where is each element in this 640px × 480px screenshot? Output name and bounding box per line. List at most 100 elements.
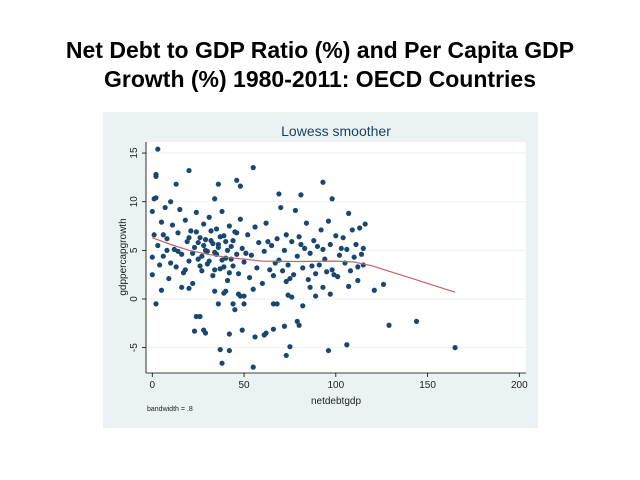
data-point <box>256 239 262 246</box>
data-point <box>237 183 243 189</box>
data-point <box>331 272 337 278</box>
data-point <box>201 221 207 227</box>
data-point <box>230 238 236 244</box>
data-point <box>190 250 196 256</box>
plot-region <box>146 142 526 373</box>
y-tick-label: 15 <box>129 147 140 159</box>
data-point <box>237 216 243 222</box>
data-point <box>235 271 242 277</box>
data-point <box>298 192 304 198</box>
data-point <box>261 248 267 254</box>
data-point <box>283 278 289 285</box>
data-point <box>221 264 227 270</box>
data-point <box>252 334 258 340</box>
x-tick-label: 100 <box>327 380 344 391</box>
data-point <box>265 238 271 245</box>
data-point <box>340 235 346 241</box>
data-point <box>250 364 256 370</box>
data-point <box>274 301 280 307</box>
data-point <box>213 226 220 232</box>
data-point <box>287 344 293 350</box>
data-point <box>234 230 240 236</box>
data-point <box>263 220 269 226</box>
x-axis-label: netdebtgdp <box>311 396 361 407</box>
data-point <box>153 173 159 180</box>
data-point <box>307 284 313 290</box>
data-point <box>206 214 212 220</box>
data-point <box>191 244 198 251</box>
data-point <box>158 287 165 293</box>
data-point <box>298 241 304 248</box>
data-point <box>190 280 196 287</box>
data-point <box>252 224 258 230</box>
data-point <box>289 294 295 300</box>
data-point <box>195 239 201 246</box>
data-point <box>357 225 363 231</box>
data-point <box>186 167 192 174</box>
data-point <box>344 246 350 252</box>
data-point <box>157 262 163 268</box>
data-point <box>338 245 344 252</box>
data-point <box>224 247 231 253</box>
data-point <box>186 285 192 291</box>
data-point <box>355 264 361 270</box>
data-point <box>270 326 277 332</box>
data-point <box>281 323 288 329</box>
data-point <box>283 232 289 238</box>
data-point <box>212 196 218 202</box>
data-point <box>217 234 223 240</box>
data-point <box>199 253 205 259</box>
data-point <box>324 269 330 275</box>
data-point <box>204 248 210 254</box>
data-point <box>344 342 350 348</box>
data-point <box>303 220 310 226</box>
data-point <box>287 275 293 282</box>
data-point <box>164 236 170 242</box>
data-point <box>191 328 198 334</box>
data-point <box>318 227 324 233</box>
data-point <box>158 219 165 225</box>
data-point <box>302 245 308 252</box>
data-point <box>241 259 247 265</box>
data-point <box>201 242 207 249</box>
data-point <box>296 322 302 328</box>
data-point <box>250 165 256 171</box>
data-point <box>235 291 242 297</box>
data-point <box>215 181 221 187</box>
data-point <box>164 247 170 253</box>
x-tick-label: 150 <box>419 380 436 391</box>
data-point <box>311 238 317 244</box>
data-point <box>195 256 201 262</box>
data-point <box>327 291 333 297</box>
x-tick-label: 50 <box>238 380 250 391</box>
data-point <box>245 232 251 238</box>
data-point <box>320 179 326 185</box>
data-point <box>224 277 231 284</box>
data-point <box>212 267 218 273</box>
data-point <box>289 238 295 245</box>
data-point <box>371 287 377 293</box>
data-point <box>219 257 225 263</box>
data-point <box>329 267 335 273</box>
data-point <box>186 258 192 264</box>
data-point <box>413 318 420 324</box>
data-point <box>278 204 284 211</box>
data-point <box>199 268 205 274</box>
data-point <box>219 208 225 215</box>
data-point <box>215 244 221 251</box>
data-point <box>226 223 232 229</box>
data-point <box>215 301 221 307</box>
data-point <box>149 272 155 278</box>
data-point <box>320 284 326 290</box>
data-point <box>234 177 240 183</box>
data-point <box>182 217 188 223</box>
data-point <box>226 347 232 354</box>
data-point <box>283 352 289 359</box>
data-point <box>309 263 315 269</box>
data-point <box>228 243 234 250</box>
data-point <box>179 251 185 257</box>
data-point <box>149 208 155 215</box>
data-point <box>274 236 280 242</box>
data-point <box>197 263 203 269</box>
